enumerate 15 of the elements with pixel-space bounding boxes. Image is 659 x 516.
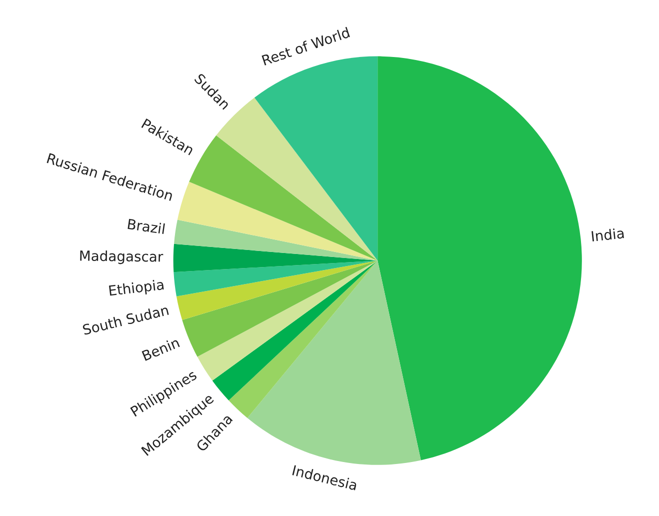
- pie-slice: [247, 260, 421, 465]
- slice-label: India: [592, 228, 624, 242]
- slice-label: Benin: [142, 336, 180, 361]
- slice-label: Rest of World: [262, 26, 350, 66]
- slice-label: Ethiopia: [108, 278, 164, 299]
- pie-slice: [177, 182, 378, 261]
- pie-slice: [378, 56, 582, 460]
- slice-label: Brazil: [128, 218, 165, 234]
- slice-label: South Sudan: [82, 304, 169, 336]
- pie-slice: [212, 260, 378, 400]
- pie-slice: [174, 220, 378, 261]
- slice-label: Madagascar: [80, 250, 164, 265]
- pie-slice: [228, 260, 378, 418]
- pie-slice: [176, 260, 378, 320]
- pie-slice: [197, 260, 378, 381]
